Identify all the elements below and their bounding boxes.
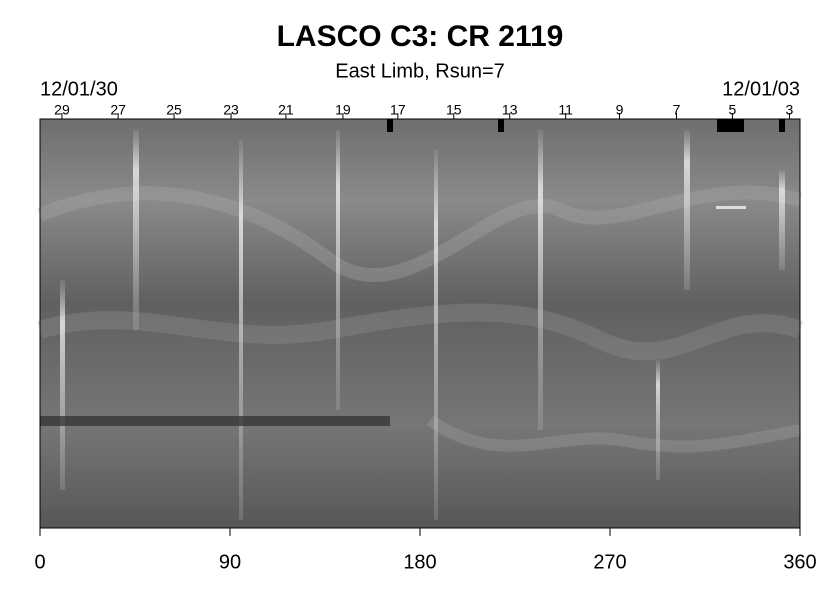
x2-tick-label: 3 (786, 102, 794, 118)
x2-tick-label: 11 (558, 102, 573, 118)
data-gaps (387, 119, 785, 132)
chart-subtitle: East Limb, Rsun=7 (335, 60, 505, 82)
x2-tick-label: 5 (729, 102, 737, 118)
x2-tick-label: 27 (110, 102, 126, 118)
image-streaks (60, 130, 785, 520)
x2-tick-label: 23 (223, 102, 239, 118)
synoptic-image (37, 118, 804, 529)
chart-title: LASCO C3: CR 2119 (277, 20, 564, 53)
end-date: 12/01/03 (722, 78, 800, 100)
x-tick-label: 90 (219, 551, 241, 573)
image-feature (37, 185, 803, 282)
x2-tick-label: 15 (446, 102, 462, 118)
image-feature (426, 415, 802, 453)
x2-tick-label: 17 (390, 102, 406, 118)
image-band (40, 416, 390, 426)
x2-tick-label: 7 (673, 102, 681, 118)
x2-tick-label: 19 (335, 102, 351, 118)
image-background (40, 119, 800, 528)
x-tick-label: 0 (34, 551, 45, 573)
x2-tick-label: 29 (54, 102, 70, 118)
x-tick-label: 270 (593, 551, 626, 573)
image-feature (37, 303, 804, 361)
x2-tick-label: 9 (616, 102, 624, 118)
start-date: 12/01/30 (40, 78, 118, 100)
x2-tick-label: 13 (502, 102, 518, 118)
x2-tick-label: 21 (278, 102, 294, 118)
x-tick-label: 360 (783, 551, 816, 573)
image-feature (716, 206, 746, 209)
x2-tick-label: 25 (166, 102, 182, 118)
x-tick-label: 180 (403, 551, 436, 573)
